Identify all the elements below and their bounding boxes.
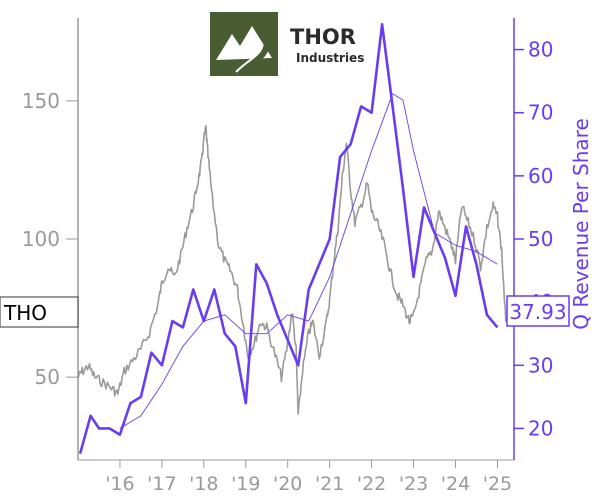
right-tick-label: 60 xyxy=(528,164,553,188)
right-axis-label: Q Revenue Per Share xyxy=(569,118,593,330)
right-tick-label: 70 xyxy=(528,101,553,125)
x-tick-label: '22 xyxy=(357,473,386,495)
x-tick-label: '24 xyxy=(441,473,470,495)
x-tick-label: '17 xyxy=(147,473,176,495)
ticker-label-text: THO xyxy=(3,301,47,325)
right-tick-label: 50 xyxy=(528,227,553,251)
revenue-per-share-line xyxy=(78,23,499,455)
x-tick-label: '25 xyxy=(483,473,512,495)
ticker-label: THO xyxy=(0,296,79,328)
logo-road-icon xyxy=(239,31,273,75)
thor-logo: THOR Industries xyxy=(210,12,364,76)
ticker-label-box xyxy=(0,296,79,328)
logo-road-edge-icon xyxy=(235,45,263,73)
logo-name: THOR xyxy=(290,25,356,49)
x-tick-label: '21 xyxy=(315,473,344,495)
left-axis-ticks: 50 100 150 xyxy=(22,89,78,389)
left-tick-label: 100 xyxy=(22,227,60,251)
x-tick-label: '20 xyxy=(273,473,302,495)
logo-mountains-icon xyxy=(216,26,272,60)
last-value-text: 37.93 xyxy=(509,300,566,324)
last-value-box xyxy=(506,295,570,327)
right-tick-label: 20 xyxy=(528,416,553,440)
x-tick-label: '23 xyxy=(399,473,428,495)
x-tick-label: '16 xyxy=(105,473,134,495)
left-tick-label: 150 xyxy=(22,89,60,113)
logo-subtitle: Industries xyxy=(296,51,364,65)
price-line xyxy=(77,125,507,415)
series-layer xyxy=(77,23,507,455)
last-value-label: 37.93 xyxy=(506,295,570,327)
right-tick-label: 30 xyxy=(528,353,553,377)
x-tick-label: '18 xyxy=(189,473,218,495)
x-tick-label: '19 xyxy=(231,473,260,495)
x-axis-ticks: '16 '17 '18 '19 '20 '21 '22 '23 '24 '25 xyxy=(105,460,512,495)
right-tick-label: 80 xyxy=(528,38,553,62)
left-tick-label: 50 xyxy=(35,365,60,389)
revenue-trend-line xyxy=(119,93,498,429)
right-axis-ticks: 20304050607080 xyxy=(514,38,553,440)
